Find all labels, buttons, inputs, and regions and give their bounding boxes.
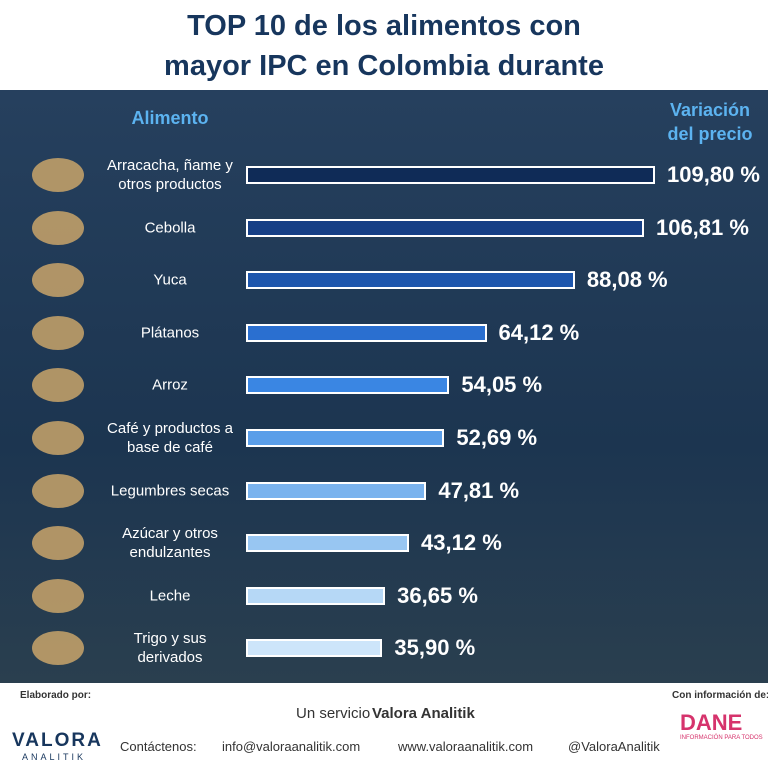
food-icon <box>32 158 84 192</box>
bar <box>246 481 427 500</box>
category-label: Cebolla <box>144 219 196 237</box>
category-label: Café y productos a base de café <box>107 420 233 456</box>
value-label: 88,08 % <box>586 267 668 293</box>
value-label: 64,12 % <box>498 319 580 345</box>
food-icon <box>32 631 84 666</box>
value-label: 106,81 % <box>655 214 749 240</box>
food-icon <box>32 473 84 508</box>
source: DANE <box>680 710 743 735</box>
email: info@valoraanalitik.com <box>222 739 361 754</box>
bar <box>246 218 644 237</box>
food-icon <box>32 578 84 613</box>
twitter: @ValoraAnalitik <box>568 739 660 754</box>
value-label: 47,81 % <box>438 477 520 503</box>
category-label: Leche <box>149 587 191 605</box>
category-label: Arroz <box>152 376 188 394</box>
food-icon <box>32 526 84 561</box>
category-label: Azúcar y otros endulzantes <box>122 525 218 562</box>
bar <box>246 376 450 395</box>
brand: VALORA <box>12 730 103 751</box>
category-label: Plátanos <box>140 324 200 342</box>
value-header: Variación del precio <box>667 100 753 144</box>
value-label: 109,80 % <box>667 162 760 187</box>
value-label: 35,90 % <box>394 635 476 661</box>
value-label: 52,69 % <box>456 425 538 450</box>
value-label: 43,12 % <box>421 530 502 556</box>
food-icon <box>32 263 84 298</box>
value-label: 54,05 % <box>461 372 543 398</box>
brand-sub: ANALITIK <box>22 752 87 762</box>
food-icon <box>32 421 84 455</box>
bar <box>246 323 487 342</box>
source-sub: INFORMACIÓN PARA TODOS <box>680 735 763 741</box>
service-name: Valora Analitik <box>372 705 475 722</box>
bar <box>246 166 655 184</box>
bar <box>246 271 575 290</box>
food-icon <box>32 368 84 403</box>
bar <box>246 534 410 553</box>
category-label: Yuca <box>153 271 187 289</box>
contact-label: Contáctenos: <box>120 739 197 754</box>
source-label: Con información de: <box>672 690 768 701</box>
made-by: Elaborado por: <box>20 690 92 701</box>
category-label: Arracacha, ñame y otros productos <box>107 157 233 193</box>
web: www.valoraanalitik.com <box>398 739 534 754</box>
chart-title: TOP 10 de los alimentos con mayor IPC en… <box>164 10 604 122</box>
food-icon <box>32 210 84 245</box>
category-label: Trigo y sus derivados <box>133 630 207 667</box>
bar <box>246 429 445 447</box>
bar <box>246 586 386 605</box>
category-header: Alimento <box>131 108 209 128</box>
value-label: 36,65 % <box>397 582 478 608</box>
category-label: Legumbres secas <box>110 482 230 500</box>
service-prefix: Un servicio <box>296 705 371 722</box>
food-icon <box>32 315 84 350</box>
bar <box>246 639 383 658</box>
